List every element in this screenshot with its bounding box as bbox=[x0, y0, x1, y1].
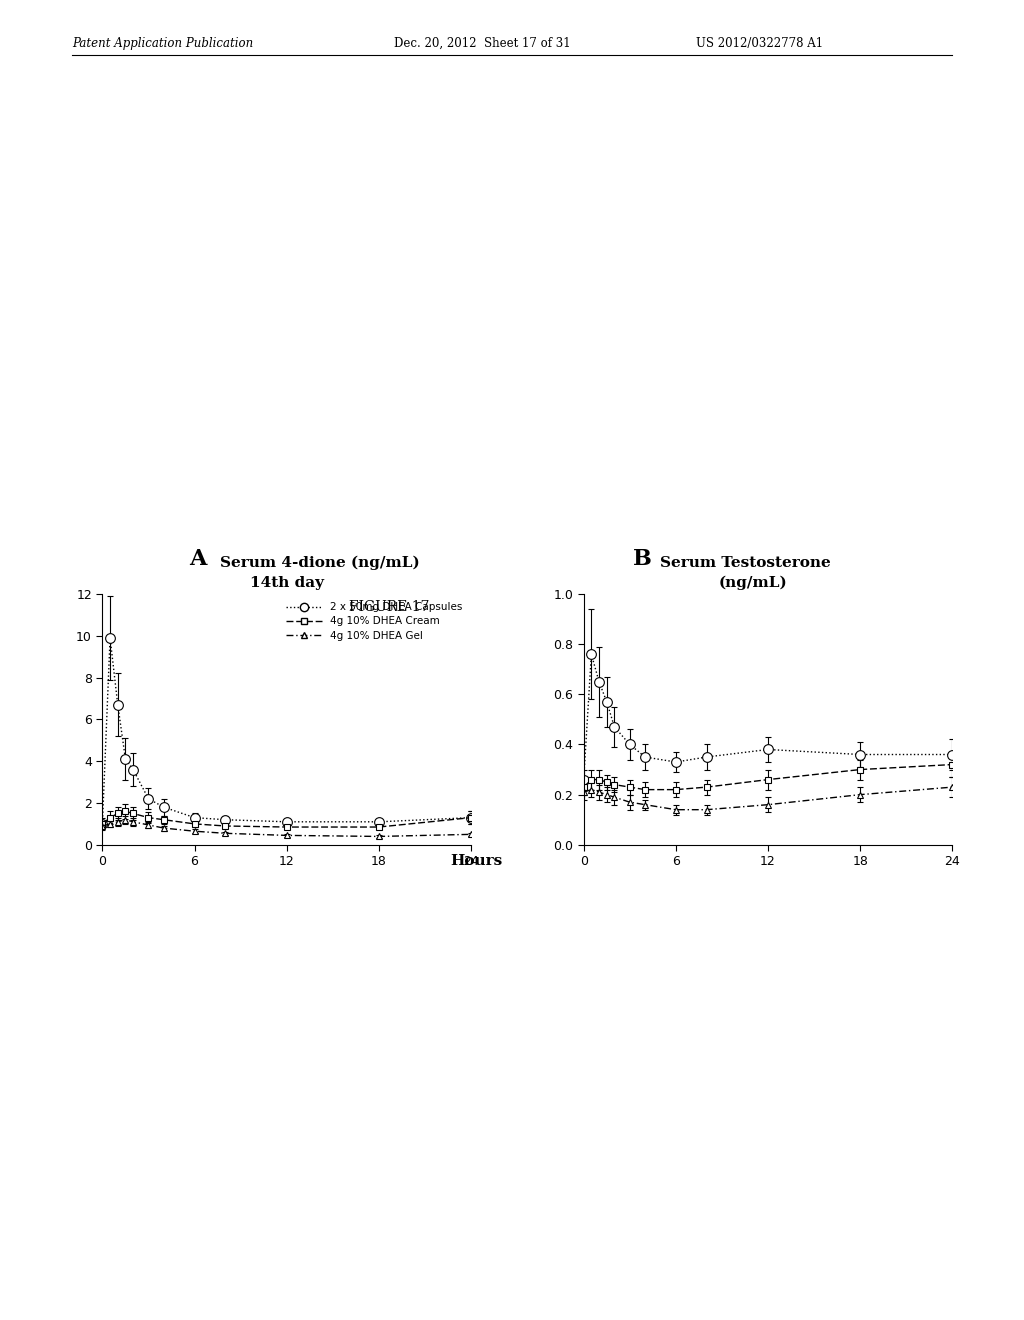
Text: Serum Testosterone: Serum Testosterone bbox=[660, 556, 831, 570]
Text: 14th day: 14th day bbox=[250, 576, 324, 590]
Text: FIGURE 17: FIGURE 17 bbox=[349, 599, 429, 614]
Text: US 2012/0322778 A1: US 2012/0322778 A1 bbox=[696, 37, 823, 50]
Text: Dec. 20, 2012  Sheet 17 of 31: Dec. 20, 2012 Sheet 17 of 31 bbox=[394, 37, 570, 50]
Text: Hours: Hours bbox=[450, 854, 503, 867]
Text: A: A bbox=[189, 548, 207, 570]
Legend: 2 x 50mg DHEA Capsules, 4g 10% DHEA Cream, 4g 10% DHEA Gel: 2 x 50mg DHEA Capsules, 4g 10% DHEA Crea… bbox=[283, 599, 466, 644]
Text: Serum 4-dione (ng/mL): Serum 4-dione (ng/mL) bbox=[220, 556, 420, 570]
Text: (ng/mL): (ng/mL) bbox=[718, 576, 787, 590]
Text: Patent Application Publication: Patent Application Publication bbox=[72, 37, 253, 50]
Text: B: B bbox=[633, 548, 651, 570]
